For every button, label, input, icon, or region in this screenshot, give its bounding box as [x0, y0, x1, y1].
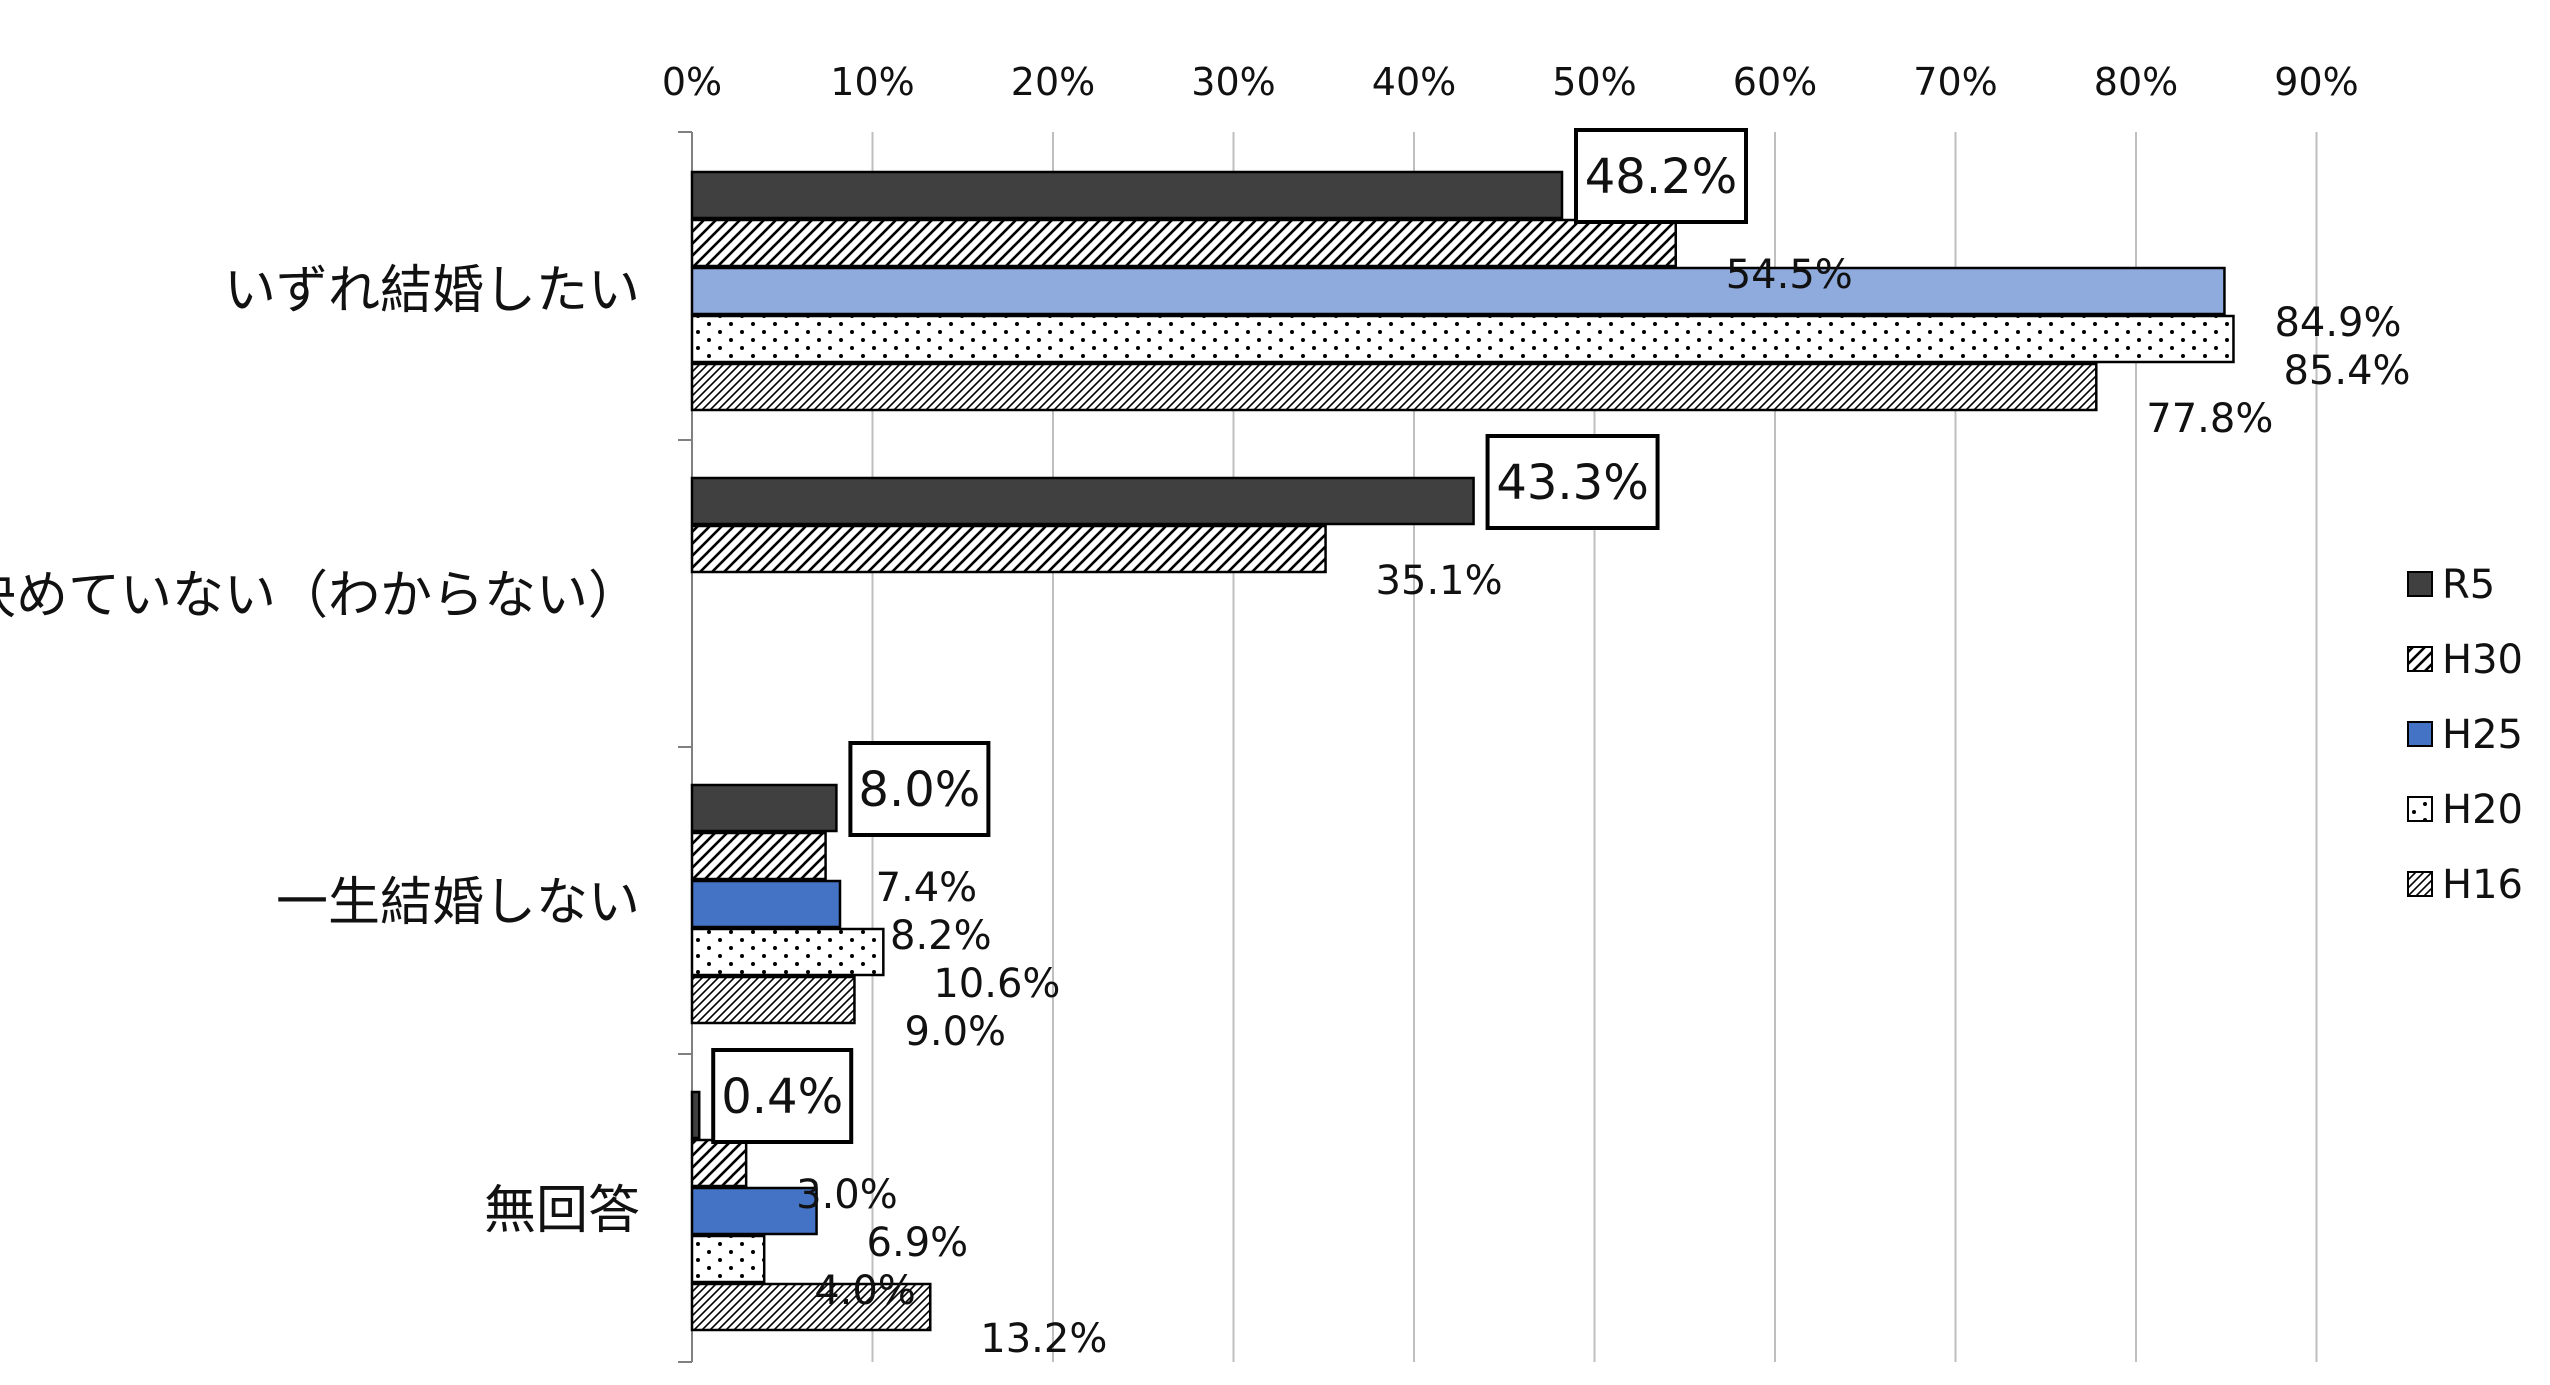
legend-swatch-h16 [2407, 871, 2433, 897]
x-tick-label: 10% [830, 60, 914, 104]
x-tick-label: 0% [662, 60, 722, 104]
value-label: 3.0% [796, 1172, 898, 1218]
highlight-label-box [1485, 434, 1660, 530]
highlight-value-label: 8.0% [858, 762, 980, 818]
bar-h16 [690, 362, 2098, 412]
value-label: 84.9% [2274, 300, 2401, 346]
bar-h30 [690, 218, 1677, 268]
value-label: 7.4% [876, 865, 978, 911]
value-labels: 48.2% 54.5% 84.9%85.4%77.8% 43.3% 35.1% 8.0% 7… [711, 128, 2411, 1362]
bar-r5 [690, 170, 1564, 220]
x-tick-label: 60% [1733, 60, 1817, 104]
x-tick-label: 70% [1913, 60, 1997, 104]
highlight-label-box [1574, 128, 1749, 224]
highlight-value-label: 43.3% [1496, 455, 1648, 511]
legend-label: H30 [2442, 637, 2523, 683]
bars [690, 170, 2235, 1332]
bar-r5 [690, 783, 838, 833]
highlight-label-box [848, 741, 991, 837]
legend-swatch-h25 [2407, 721, 2433, 747]
x-tick-label: 40% [1372, 60, 1456, 104]
value-label: 54.5% [1726, 252, 1853, 298]
category-label: いずれ結婚したい [224, 261, 640, 321]
legend: R5 H30 H25 H20 H16 [2407, 562, 2523, 908]
bar-r5 [690, 476, 1475, 526]
bar-h25 [690, 1186, 818, 1236]
highlight-value-label: 0.4% [721, 1069, 843, 1125]
bar-h25 [690, 879, 842, 929]
value-label: 9.0% [904, 1009, 1006, 1055]
bar-r5 [690, 1090, 701, 1140]
legend-label: H25 [2442, 712, 2523, 758]
x-tick-label: 50% [1552, 60, 1636, 104]
legend-label: R5 [2442, 562, 2495, 608]
highlight-value-label: 48.2% [1585, 149, 1737, 205]
value-label: 85.4% [2283, 348, 2410, 394]
bar-h30 [690, 524, 1327, 574]
bar-h16 [690, 975, 856, 1025]
bar-h30 [690, 831, 827, 881]
value-label: 13.2% [980, 1316, 1107, 1362]
x-tick-label: 30% [1191, 60, 1275, 104]
value-label: 77.8% [2146, 396, 2273, 442]
value-label: 4.0% [814, 1268, 916, 1314]
bar-h30 [690, 1138, 748, 1188]
legend-swatch-r5 [2407, 571, 2433, 597]
x-tick-label: 80% [2094, 60, 2178, 104]
legend-swatch-h20 [2407, 796, 2433, 822]
bar-h16 [690, 1282, 932, 1332]
bar-h20 [690, 1234, 766, 1284]
category-label: 決めていない（わからない） [0, 566, 640, 626]
value-label: 8.2% [890, 913, 992, 959]
x-tick-label: 90% [2274, 60, 2358, 104]
x-axis-ticks: 0% 10% 20% 30% 40% 50% 60% 70% 80% 90% [662, 60, 2359, 104]
legend-label: H20 [2442, 787, 2523, 833]
value-label: 6.9% [867, 1220, 969, 1266]
bar-h25 [690, 266, 2226, 316]
value-label: 35.1% [1376, 558, 1503, 604]
legend-swatch-h30 [2407, 646, 2433, 672]
bar-h20 [690, 927, 885, 977]
highlight-label-box [711, 1048, 854, 1144]
x-tick-label: 20% [1011, 60, 1095, 104]
bar-h20 [690, 314, 2235, 364]
value-label: 10.6% [933, 961, 1060, 1007]
category-label: 一生結婚しない [276, 873, 640, 933]
legend-label: H16 [2442, 862, 2523, 908]
category-label: 無回答 [484, 1181, 640, 1241]
